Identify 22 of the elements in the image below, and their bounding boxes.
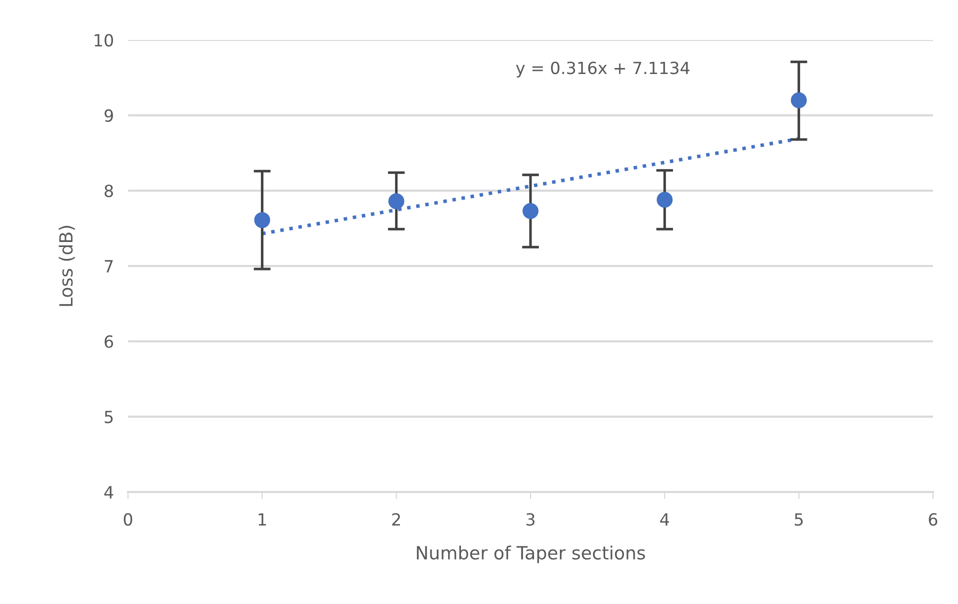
annotation: y = 0.316x + 7.1134 bbox=[516, 62, 690, 78]
x-tick-label: 5 bbox=[794, 513, 803, 526]
x-tick-label: 1 bbox=[258, 513, 266, 526]
point bbox=[656, 192, 673, 208]
y-tick-label: 5 bbox=[104, 410, 113, 424]
point bbox=[522, 203, 538, 219]
x-tick-label: 0 bbox=[124, 513, 132, 526]
x-tick-label: 4 bbox=[660, 513, 670, 526]
x-tick-label: 3 bbox=[526, 513, 534, 526]
y-tick-label: 7 bbox=[104, 260, 113, 272]
y-axis-title: Loss (dB) bbox=[58, 226, 75, 306]
x-axis-title: Number of Taper sections bbox=[416, 546, 645, 564]
y-tick-label: 10 bbox=[94, 34, 114, 47]
point bbox=[254, 212, 270, 228]
point bbox=[790, 92, 807, 108]
point bbox=[388, 193, 404, 210]
x-tick-label: 2 bbox=[392, 513, 400, 526]
y-tick-label: 9 bbox=[104, 109, 113, 122]
y-tick-label: 8 bbox=[104, 184, 113, 198]
x-tick-label: 6 bbox=[928, 513, 938, 526]
y-tick-label: 6 bbox=[104, 335, 114, 348]
y-tick-label: 4 bbox=[104, 486, 114, 498]
